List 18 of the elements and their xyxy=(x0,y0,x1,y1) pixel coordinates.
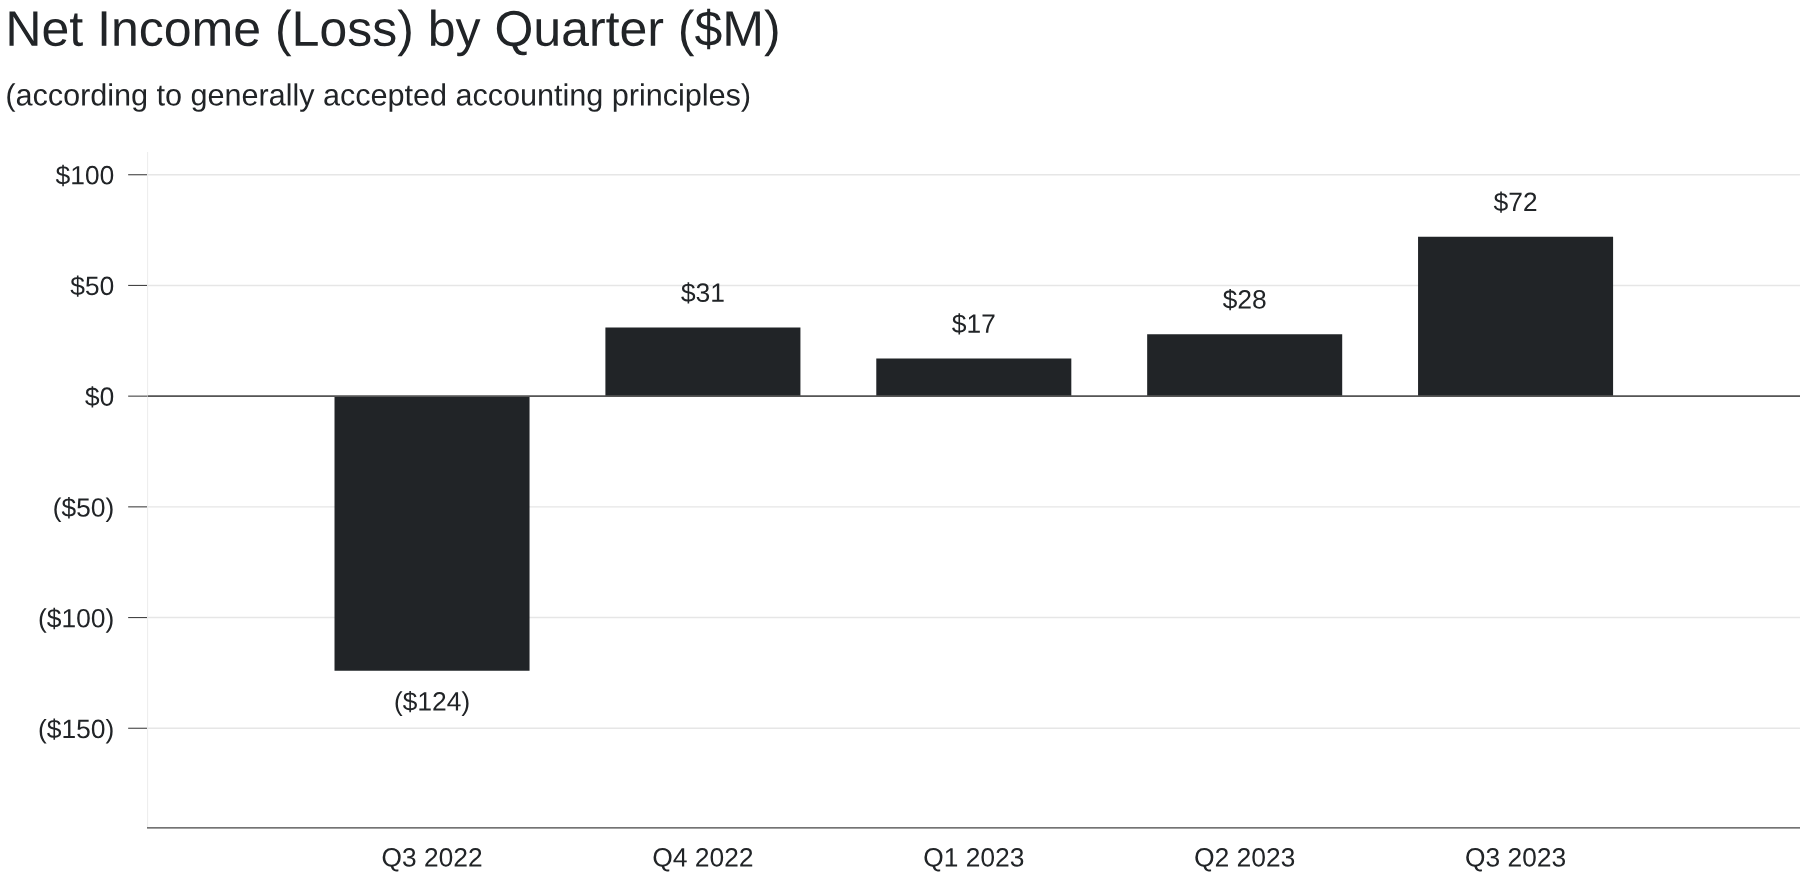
data-label: ($124) xyxy=(395,690,469,716)
x-tick-label: Q3 2022 xyxy=(382,848,482,872)
y-tick-label: $50 xyxy=(70,275,114,297)
y-tick-label: ($50) xyxy=(54,497,113,523)
y-tick-label: ($150) xyxy=(39,718,113,744)
chart-subtitle: (according to generally accepted accounting principles) xyxy=(7,83,750,112)
y-tick-label: $100 xyxy=(55,164,114,187)
data-label: $72 xyxy=(1493,191,1537,213)
data-label: $17 xyxy=(952,313,995,335)
chart-title: Net Income (Loss) by Quarter ($M) xyxy=(9,8,778,57)
y-tick-label: $0 xyxy=(85,386,114,408)
x-tick-label: Q4 2022 xyxy=(653,848,753,872)
y-tick-label: ($100) xyxy=(39,607,113,633)
data-label: $31 xyxy=(681,282,724,304)
x-tick-label: Q2 2023 xyxy=(1195,848,1295,872)
x-tick-label: Q1 2023 xyxy=(924,848,1024,872)
x-tick-label: Q3 2023 xyxy=(1466,848,1566,872)
data-label: $28 xyxy=(1222,288,1266,311)
